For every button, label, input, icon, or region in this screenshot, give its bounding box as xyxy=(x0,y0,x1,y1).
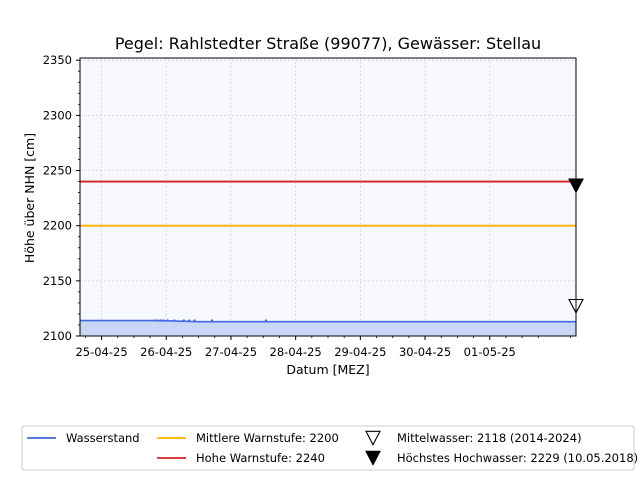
x-tick-label: 30-04-25 xyxy=(399,345,451,359)
wasserstand-point xyxy=(210,319,214,322)
wasserstand-point xyxy=(173,319,176,322)
x-axis-label: Datum [MEZ] xyxy=(286,362,369,377)
wasserstand-point xyxy=(182,319,185,322)
x-tick-label: 29-04-25 xyxy=(334,345,386,359)
y-tick-label: 2300 xyxy=(43,108,72,122)
chart-title: Pegel: Rahlstedter Straße (99077), Gewäs… xyxy=(115,34,541,53)
plot-area: 2100 2150 2200 2250 2300 2350 25-04-25 26-04-25… xyxy=(43,53,584,359)
x-tick-label: 01-05-25 xyxy=(464,345,516,359)
legend-wasserstand-label: Wasserstand xyxy=(66,431,140,445)
y-tick-label: 2250 xyxy=(43,164,72,178)
wasserstand-line xyxy=(80,319,576,323)
wasserstand-point xyxy=(193,319,196,322)
legend-mittlere-warnstufe-label: Mittlere Warnstufe: 2200 xyxy=(196,431,339,445)
legend: Wasserstand Mittlere Warnstufe: 2200 Hohe … xyxy=(21,425,638,471)
legend-hohe-warnstufe-label: Hohe Warnstufe: 2240 xyxy=(196,451,325,465)
wasserstand-area xyxy=(80,320,576,336)
wasserstand-point xyxy=(166,319,169,322)
y-tick-label: 2350 xyxy=(43,53,72,67)
x-tick-label: 25-04-25 xyxy=(75,345,127,359)
wasserstand-point xyxy=(264,319,268,322)
y-tick-label: 2200 xyxy=(43,219,72,233)
legend-hoechstes-hochwasser-swatch xyxy=(365,450,381,466)
x-tick-label: 28-04-25 xyxy=(270,345,322,359)
y-axis-label: Höhe über NHN [cm] xyxy=(22,133,37,263)
legend-hoechstes-hochwasser-label: Höchstes Hochwasser: 2229 (10.05.2018) xyxy=(397,451,638,465)
wasserstand-point xyxy=(156,319,160,322)
legend-mittelwasser-swatch xyxy=(365,430,381,446)
plot-background xyxy=(80,58,576,336)
y-tick-label: 2100 xyxy=(43,329,72,343)
x-tick-label: 27-04-25 xyxy=(205,345,257,359)
wasserstand-point xyxy=(154,319,157,322)
legend-mittelwasser-label: Mittelwasser: 2118 (2014-2024) xyxy=(397,431,582,445)
y-tick-label: 2150 xyxy=(43,274,72,288)
x-tick-label: 26-04-25 xyxy=(140,345,192,359)
wasserstand-point xyxy=(187,319,191,322)
legend-frame xyxy=(21,425,635,471)
wasserstand-point xyxy=(159,319,163,322)
wasserstand-point xyxy=(162,319,165,322)
